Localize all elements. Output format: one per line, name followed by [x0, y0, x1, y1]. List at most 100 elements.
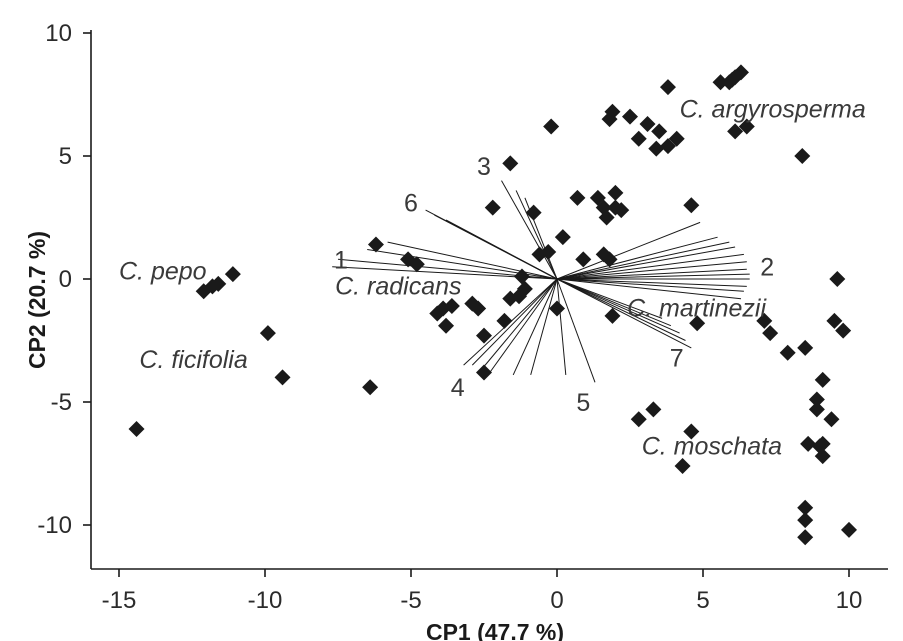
data-point — [841, 521, 857, 538]
loading-vector — [556, 278, 742, 300]
loading-vector — [512, 278, 558, 376]
y-tick-label: 10 — [45, 20, 72, 47]
data-point — [274, 369, 291, 386]
vector-label: 1 — [334, 246, 348, 274]
data-point — [808, 391, 825, 408]
data-point — [683, 197, 700, 214]
loading-vector — [556, 221, 701, 280]
data-point — [659, 138, 676, 155]
data-point — [496, 312, 513, 329]
species-label: C. moschata — [642, 432, 782, 460]
species-label: C. ficifolia — [139, 346, 247, 374]
vector-label: 7 — [670, 345, 684, 373]
data-point — [829, 271, 846, 287]
data-point — [408, 256, 425, 273]
data-point — [470, 300, 487, 317]
ticks: -15 -10 -5 0 5 10 10 5 0 -5 -10 — [37, 20, 862, 614]
data-point — [516, 280, 533, 297]
data-point — [540, 243, 557, 260]
data-point — [797, 339, 814, 356]
data-point — [554, 229, 571, 246]
data-point — [613, 202, 630, 219]
loading-vector — [480, 278, 558, 371]
data-point — [674, 457, 691, 474]
loading-vector — [556, 278, 686, 341]
data-point — [797, 512, 814, 529]
loading-vector — [556, 241, 730, 280]
annotations: 1 2 3 4 5 6 7 C. pepo C. ficifolia C. radicans C. … — [119, 95, 866, 460]
y-tick-label: -10 — [37, 512, 72, 539]
data-point — [645, 401, 662, 418]
data-point — [808, 401, 825, 418]
y-axis-title: CP2 (20.7 %) — [24, 231, 50, 369]
data-point — [543, 118, 560, 135]
data-point — [712, 74, 729, 91]
data-point — [630, 130, 647, 147]
data-point — [683, 423, 700, 440]
data-point — [128, 421, 145, 438]
data-point — [727, 123, 744, 140]
loading-vectors — [332, 180, 750, 383]
data-point — [502, 155, 519, 172]
loading-vector — [556, 246, 736, 280]
data-point — [367, 236, 384, 253]
data-point — [607, 184, 624, 201]
vector-label: 3 — [477, 153, 491, 181]
data-point — [814, 448, 831, 465]
loading-vector — [556, 278, 567, 375]
y-tick-label: -5 — [51, 389, 72, 416]
loading-vector — [489, 278, 558, 373]
x-tick-label: 5 — [696, 587, 709, 614]
data-point — [476, 364, 492, 381]
data-point — [575, 251, 592, 268]
loading-vector — [471, 278, 558, 366]
data-point — [668, 130, 685, 147]
data-point — [259, 325, 276, 342]
loading-vector — [556, 278, 692, 349]
data-point — [569, 189, 586, 206]
data-point — [362, 379, 379, 396]
data-point — [814, 371, 831, 388]
data-point — [823, 411, 840, 428]
data-point — [689, 315, 706, 332]
vector-label: 2 — [760, 254, 774, 282]
x-tick-label: 0 — [550, 587, 563, 614]
x-tick-label: -15 — [102, 587, 137, 614]
species-label: C. argyrosperma — [680, 95, 866, 123]
data-point — [738, 118, 755, 135]
data-point — [484, 199, 501, 216]
data-point — [648, 140, 665, 157]
loading-vector — [556, 273, 750, 280]
data-point — [476, 327, 492, 344]
loading-vector — [556, 278, 663, 319]
data-point — [756, 312, 773, 329]
loading-vector — [556, 278, 747, 287]
loading-vector — [556, 278, 672, 327]
data-point — [438, 317, 455, 334]
loading-vector — [515, 190, 558, 280]
loading-vector — [556, 261, 747, 280]
loading-vector — [387, 241, 558, 280]
loading-vector — [501, 180, 558, 280]
data-point — [604, 103, 621, 120]
species-label: C. radicans — [335, 272, 461, 300]
data-point — [814, 435, 831, 452]
loading-vector — [556, 278, 680, 334]
loading-vector — [556, 253, 744, 280]
axes — [90, 30, 888, 570]
data-point — [762, 325, 779, 342]
data-point — [622, 108, 638, 125]
data-point — [210, 275, 227, 292]
data-point — [601, 251, 618, 268]
data-points — [128, 64, 857, 546]
vector-label: 5 — [576, 389, 590, 417]
loading-vector — [556, 278, 596, 383]
vector-label: 6 — [404, 190, 418, 218]
x-axis-title: CP1 (47.7 %) — [426, 619, 564, 641]
data-point — [639, 116, 656, 133]
data-point — [826, 312, 843, 329]
loading-vector — [556, 236, 718, 280]
data-point — [549, 300, 565, 317]
data-point — [800, 435, 817, 452]
